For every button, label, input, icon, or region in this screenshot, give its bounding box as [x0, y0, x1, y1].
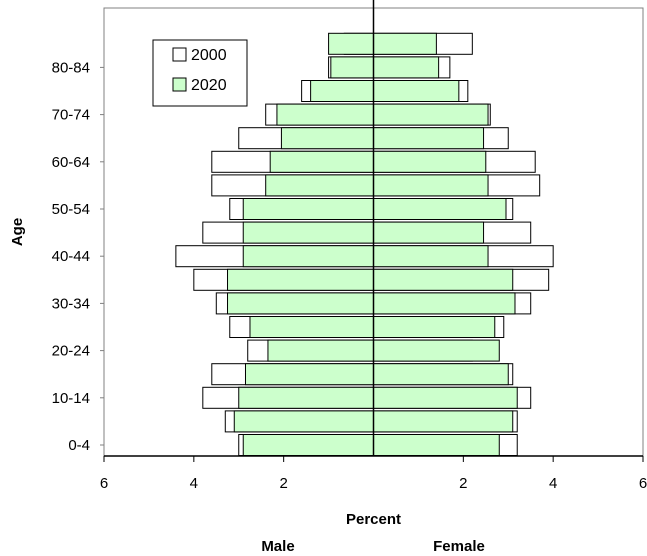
bar-male-2020-75-79 [310, 80, 374, 102]
x-axis-title: Percent [346, 511, 401, 528]
y-tick-label: 10-14 [52, 390, 90, 407]
x-tick-label: 4 [190, 475, 198, 492]
bar-male-2020-45-49 [242, 221, 374, 244]
bar-female-2020-65-69 [373, 127, 485, 150]
bar-male-2020-35-39 [227, 268, 374, 291]
bar-male-2020-50-54 [242, 198, 374, 220]
y-tick-label: 40-44 [52, 248, 90, 265]
x-tick-label: 6 [100, 475, 108, 492]
y-tick-label: 30-34 [52, 295, 90, 312]
bar-female-2020-15-19 [373, 363, 509, 386]
bar-female-2020-45-49 [373, 221, 485, 244]
legend-label-2020: 2020 [191, 77, 227, 94]
x-tick-label: 2 [459, 475, 467, 492]
bar-female-2020-20-24 [373, 339, 500, 362]
bar-female-2020-5-9 [373, 410, 514, 433]
bar-male-2020-85+ [328, 32, 374, 55]
bar-female-2020-25-29 [373, 316, 496, 338]
legend-swatch-2020 [172, 77, 187, 92]
bar-male-2020-20-24 [267, 339, 375, 362]
y-tick-label: 70-74 [52, 107, 90, 124]
bar-male-2020-80-84 [330, 56, 374, 79]
bar-male-2020-25-29 [249, 316, 374, 338]
legend-label-2000: 2000 [191, 47, 227, 64]
bar-female-2020-50-54 [373, 198, 507, 220]
y-tick-label: 60-64 [52, 154, 90, 171]
bar-female-2020-0-4 [373, 434, 500, 456]
bar-male-2020-65-69 [280, 127, 375, 150]
bar-female-2020-35-39 [373, 268, 514, 291]
y-tick-label: 0-4 [68, 437, 90, 454]
bar-female-2020-10-14 [373, 386, 518, 409]
bar-male-2020-55-59 [265, 174, 375, 197]
y-tick-label: 20-24 [52, 343, 90, 360]
y-tick-label: 50-54 [52, 201, 90, 218]
legend-swatch-2000 [172, 47, 187, 62]
bar-female-2020-70-74 [373, 103, 489, 126]
bar-female-2020-75-79 [373, 80, 460, 102]
bar-female-2020-30-34 [373, 292, 516, 315]
bar-male-2020-5-9 [233, 410, 374, 433]
bar-male-2020-0-4 [242, 434, 374, 456]
bar-female-2020-85+ [373, 32, 437, 55]
bar-female-2020-80-84 [373, 56, 440, 79]
bar-male-2020-15-19 [244, 363, 374, 386]
bar-female-2020-60-64 [373, 150, 487, 173]
bar-female-2020-40-44 [373, 245, 489, 268]
x-tick-label: 2 [279, 475, 287, 492]
y-axis-title: Age [9, 218, 26, 246]
bar-male-2020-70-74 [276, 103, 374, 126]
x-tick-label: 6 [639, 475, 647, 492]
bar-male-2020-10-14 [238, 386, 374, 409]
male-side-label: Male [261, 538, 294, 555]
bar-male-2020-30-34 [227, 292, 374, 315]
female-side-label: Female [433, 538, 485, 555]
legend-box [152, 39, 248, 107]
x-tick-label: 4 [549, 475, 557, 492]
y-tick-label: 80-84 [52, 59, 90, 76]
bar-female-2020-55-59 [373, 174, 489, 197]
bar-male-2020-60-64 [269, 150, 374, 173]
bar-male-2020-40-44 [242, 245, 374, 268]
